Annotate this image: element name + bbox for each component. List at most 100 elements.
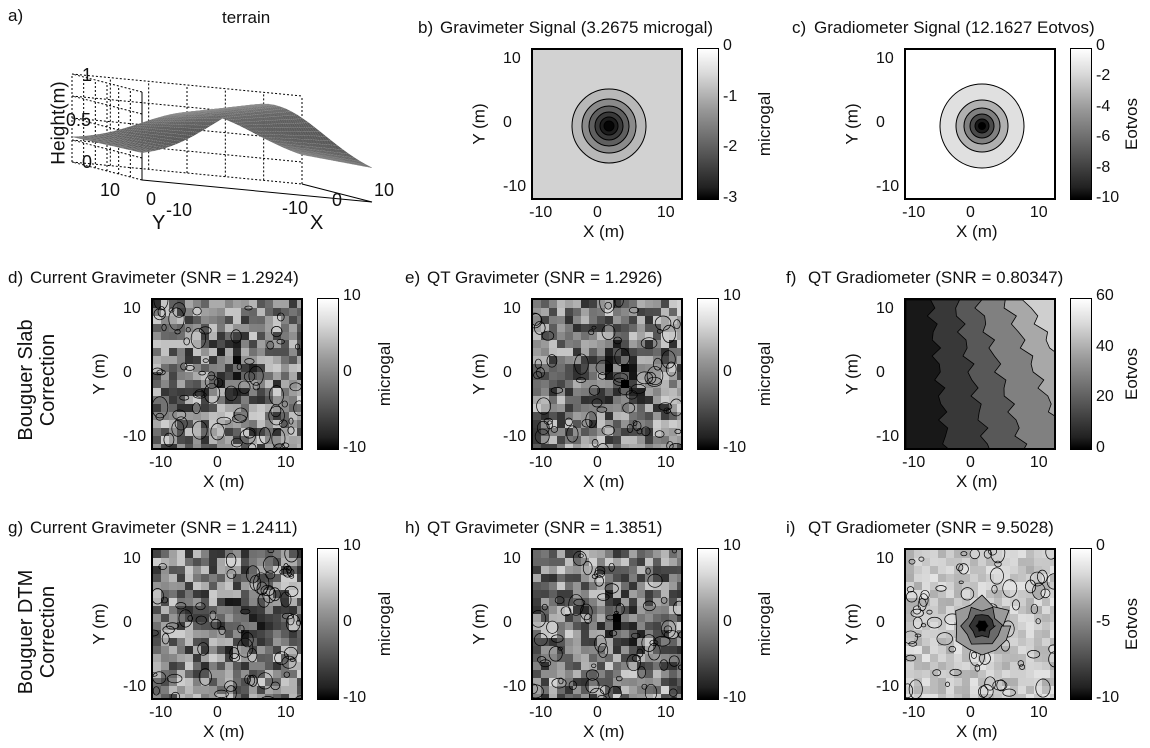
panel-h-cbar-tick: 0 bbox=[723, 613, 732, 630]
panel-e-cbar-label: microgal bbox=[755, 341, 775, 407]
panel-e-cbar-tick: -10 bbox=[723, 439, 747, 456]
panel-f-colorbar bbox=[1070, 298, 1092, 450]
panel-e-ytick: -10 bbox=[503, 427, 527, 445]
panel-f-xtick: -10 bbox=[902, 454, 926, 471]
panel-b-cbar-label: microgal bbox=[755, 91, 775, 157]
panel-i-cbar-tick: -5 bbox=[1096, 613, 1111, 630]
panel-b-label: b) bbox=[418, 18, 434, 37]
panel-c-cbar-tick: 0 bbox=[1096, 37, 1105, 54]
panel-h-ytick: 10 bbox=[503, 550, 521, 568]
panel-g-ytick: 0 bbox=[123, 614, 132, 631]
panel-i-title: QT Gradiometer (SNR = 9.5028) bbox=[808, 518, 1054, 537]
panel-f-xlabel: X (m) bbox=[956, 472, 998, 491]
panel-i-xtick: 0 bbox=[966, 704, 975, 721]
panel-i-cbar-label: Eotvos bbox=[1121, 598, 1141, 650]
panel-a-ytick: -10 bbox=[166, 200, 193, 220]
panel-i-xtick: -10 bbox=[902, 704, 926, 721]
panel-h-xtick: -10 bbox=[529, 704, 553, 721]
panel-a-ytick: 0 bbox=[146, 189, 157, 209]
panel-g-title: Current Gravimeter (SNR = 1.2411) bbox=[30, 518, 298, 537]
panel-b-plot bbox=[531, 48, 683, 200]
panel-d-cbar-tick: -10 bbox=[343, 439, 367, 456]
panel-a-ytick: 10 bbox=[100, 180, 121, 200]
panel-i-ytick: 0 bbox=[876, 614, 885, 631]
panel-g-xtick: 10 bbox=[276, 704, 295, 721]
panel-d-cbar-tick: 10 bbox=[343, 287, 361, 304]
panel-i-colorbar bbox=[1070, 548, 1092, 700]
panel-b-xlabel: X (m) bbox=[583, 222, 625, 241]
panel-g-ylabel: Y (m) bbox=[89, 603, 109, 645]
panel-b-cbar-tick: -1 bbox=[723, 87, 738, 105]
panel-d-xtick: 10 bbox=[276, 454, 295, 471]
panel-g-cbar-tick: 10 bbox=[343, 537, 361, 554]
panel-c-title: Gradiometer Signal (12.1627 Eotvos) bbox=[814, 18, 1095, 37]
panel-a-xtick: 0 bbox=[332, 190, 343, 210]
panel-a-ztick: 0.5 bbox=[66, 110, 92, 130]
panel-e-cbar-tick: 10 bbox=[723, 287, 741, 304]
panel-c-cbar-tick: -6 bbox=[1096, 128, 1111, 146]
panel-e-ytick: 0 bbox=[503, 364, 512, 381]
panel-h-cbar-tick: -10 bbox=[723, 689, 747, 706]
panel-b-cbar-tick: -3 bbox=[723, 189, 738, 206]
panel-h-ytick: -10 bbox=[503, 677, 527, 695]
panel-c-label: c) bbox=[792, 18, 807, 37]
panel-g-ytick: 10 bbox=[123, 550, 141, 568]
panel-e-colorbar bbox=[697, 298, 719, 450]
panel-i-label: i) bbox=[786, 518, 796, 537]
panel-f-ylabel: Y (m) bbox=[842, 353, 862, 395]
panel-i-xtick: 10 bbox=[1029, 704, 1048, 721]
panel-h-cbar-tick: 10 bbox=[723, 537, 741, 554]
panel-c-ylabel: Y (m) bbox=[842, 103, 862, 145]
panel-f-cbar-tick: 20 bbox=[1096, 388, 1114, 406]
panel-i-ylabel: Y (m) bbox=[842, 603, 862, 645]
panel-d-cbar-tick: 0 bbox=[343, 363, 352, 380]
panel-d-colorbar bbox=[317, 298, 339, 450]
panel-d-xtick: 0 bbox=[213, 454, 222, 471]
panel-g-xlabel: X (m) bbox=[203, 722, 245, 741]
panel-e-xlabel: X (m) bbox=[583, 472, 625, 491]
panel-h-ylabel: Y (m) bbox=[469, 603, 489, 645]
panel-d-title: Current Gravimeter (SNR = 1.2924) bbox=[30, 268, 299, 287]
panel-g-cbar-tick: 0 bbox=[343, 613, 352, 630]
panel-g-xtick: -10 bbox=[149, 704, 173, 721]
panel-d-cbar-label: microgal bbox=[375, 341, 395, 407]
panel-d-ytick: 10 bbox=[123, 300, 141, 318]
panel-i-plot bbox=[904, 548, 1056, 700]
panel-c-cbar-tick: -2 bbox=[1096, 67, 1111, 85]
panel-b-colorbar bbox=[697, 48, 719, 200]
row-label-line: Correction bbox=[37, 333, 59, 427]
panel-g-cbar-label: microgal bbox=[375, 591, 395, 657]
panel-i-cbar-tick: -10 bbox=[1096, 689, 1120, 706]
panel-b-xtick: 10 bbox=[656, 204, 675, 221]
panel-e-label: e) bbox=[405, 268, 421, 287]
panel-h-title: QT Gravimeter (SNR = 1.3851) bbox=[427, 518, 663, 537]
panel-c-ytick: 0 bbox=[876, 114, 885, 131]
panel-c-ytick: -10 bbox=[876, 177, 900, 195]
panel-c-cbar-tick: -10 bbox=[1096, 189, 1120, 206]
panel-h-label: h) bbox=[405, 518, 421, 537]
row-label-line: Bouguer Slab bbox=[15, 319, 37, 441]
panel-d-ylabel: Y (m) bbox=[89, 353, 109, 395]
panel-c-cbar-tick: -4 bbox=[1096, 97, 1111, 115]
row-label-line: Bouguer DTM bbox=[15, 569, 37, 695]
panel-d-ytick: 0 bbox=[123, 364, 132, 381]
panel-a-ztick: 1 bbox=[82, 65, 93, 85]
panel-e-heatmap bbox=[533, 300, 681, 448]
panel-e-xtick: -10 bbox=[529, 454, 553, 471]
panel-i-ytick: -10 bbox=[876, 677, 900, 695]
panel-a-title: terrain bbox=[222, 8, 271, 27]
panel-b-ytick: 0 bbox=[503, 114, 512, 131]
panel-f-xtick: 0 bbox=[966, 454, 975, 471]
panel-e-cbar-tick: 0 bbox=[723, 363, 732, 380]
panel-b-xtick: 0 bbox=[593, 204, 602, 221]
panel-d-label: d) bbox=[8, 268, 24, 287]
panel-a-ylabel: Y bbox=[152, 212, 166, 234]
panel-g-xtick: 0 bbox=[213, 704, 222, 721]
panel-g-colorbar bbox=[317, 548, 339, 700]
panel-f-label: f) bbox=[786, 268, 797, 287]
panel-g-ytick: -10 bbox=[123, 677, 147, 695]
panel-c-heatmap bbox=[906, 50, 1054, 198]
panel-e-title: QT Gravimeter (SNR = 1.2926) bbox=[427, 268, 663, 287]
panel-h-cbar-label: microgal bbox=[755, 591, 775, 657]
panel-h-heatmap bbox=[533, 550, 681, 698]
